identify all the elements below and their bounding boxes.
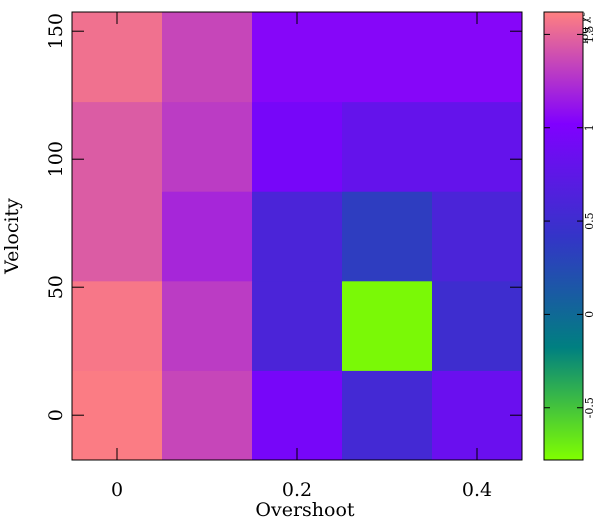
heatmap-cell [252,101,343,192]
heatmap-cell [72,370,163,461]
x-tick-label: 0 [111,479,123,501]
heatmap-cell [162,280,253,371]
heatmap-cell [432,370,523,461]
heatmap-cell [342,191,433,282]
heatmap-cell [162,12,253,103]
heatmap-cell [162,101,253,192]
heatmap-cell [432,280,523,371]
heatmap-cell [342,280,433,371]
heatmap-cell [252,370,343,461]
x-axis-label: Overshoot [255,499,355,521]
y-tick-label: 50 [45,275,67,299]
heatmap-cell [72,191,163,282]
heatmap-cell [72,280,163,371]
colorbar-tick-label: -0.5 [583,397,596,418]
heatmap-cell [162,370,253,461]
x-tick-label: 0.4 [462,479,492,501]
heatmap-cell [252,12,343,103]
heatmap-cell [432,101,523,192]
colorbar-tick-label: 1 [583,124,596,131]
heatmap-cell [432,191,523,282]
heatmap-cell [72,12,163,103]
y-axis-label: Velocity [1,198,23,275]
heatmap-cell [252,280,343,371]
heatmap-cell [432,12,523,103]
heatmap-cell [342,101,433,192]
heatmap-cell [342,370,433,461]
y-tick-label: 150 [45,13,67,49]
heatmap-cell [342,12,433,103]
y-tick-label: 0 [45,409,67,421]
colorbar-tick-label: 0.5 [583,212,596,230]
colorbar-tick-label: 1.5 [583,26,596,44]
x-tick-label: 0.2 [282,479,312,501]
heatmap-cell [252,191,343,282]
colorbar [543,11,584,461]
heatmap-cell [162,191,253,282]
heatmap-cell [72,101,163,192]
y-tick-label: 100 [45,141,67,177]
colorbar-tick-label: 0 [583,311,596,318]
